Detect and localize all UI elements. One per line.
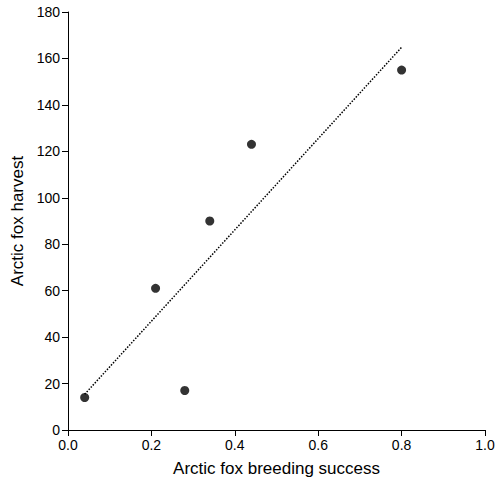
svg-text:20: 20	[44, 376, 60, 392]
svg-text:80: 80	[44, 236, 60, 252]
svg-text:0.0: 0.0	[58, 437, 78, 453]
svg-text:0: 0	[52, 422, 60, 438]
svg-text:60: 60	[44, 283, 60, 299]
svg-text:160: 160	[37, 50, 61, 66]
svg-text:0.8: 0.8	[392, 437, 412, 453]
svg-text:0.6: 0.6	[308, 437, 328, 453]
svg-text:120: 120	[37, 143, 61, 159]
svg-text:Arctic fox harvest: Arctic fox harvest	[8, 156, 27, 287]
svg-text:100: 100	[37, 190, 61, 206]
svg-text:140: 140	[37, 97, 61, 113]
svg-text:0.2: 0.2	[142, 437, 162, 453]
svg-text:40: 40	[44, 329, 60, 345]
svg-text:0.4: 0.4	[225, 437, 245, 453]
svg-text:180: 180	[37, 4, 61, 20]
svg-text:1.0: 1.0	[475, 437, 495, 453]
svg-text:Arctic fox breeding success: Arctic fox breeding success	[173, 459, 380, 478]
